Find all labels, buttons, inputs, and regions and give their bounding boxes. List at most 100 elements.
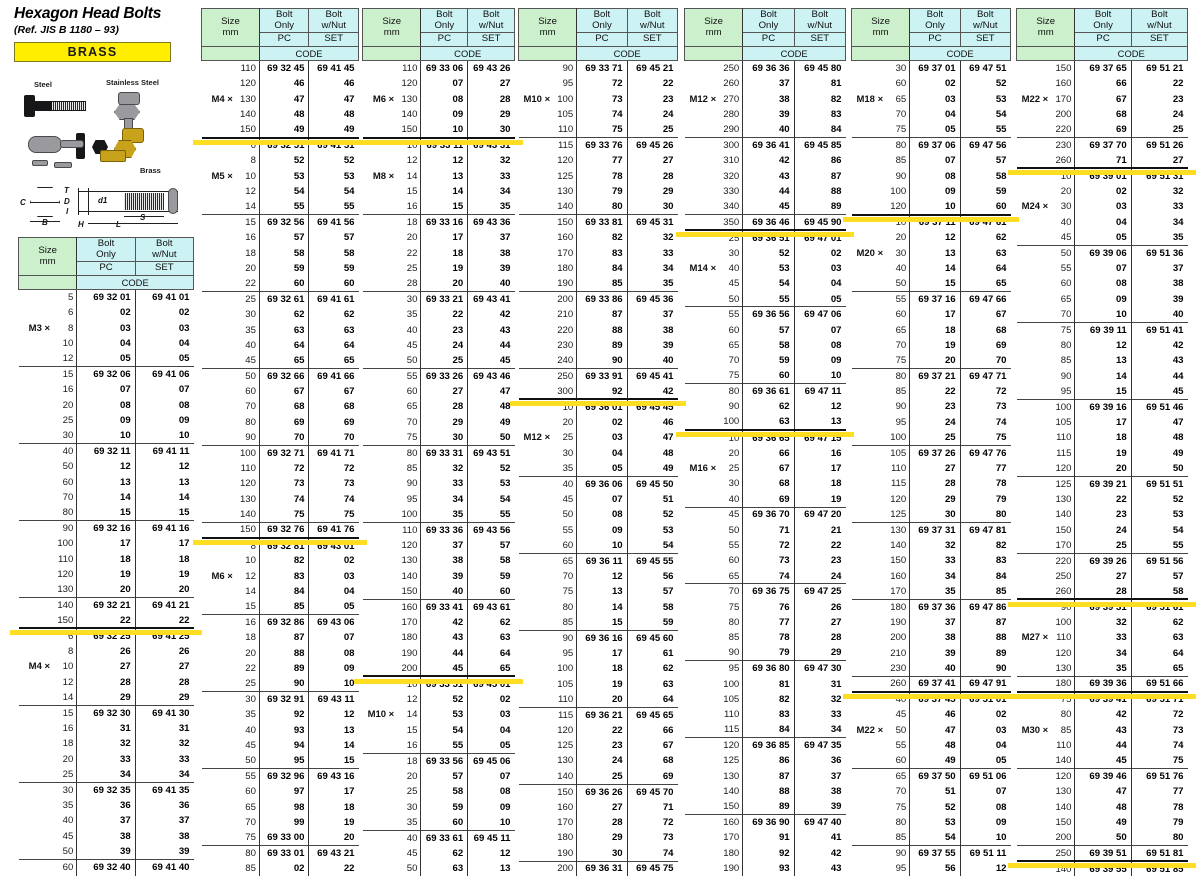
length-value: 30 (234, 691, 260, 708)
table-row: 70 99 19 (202, 814, 359, 831)
code-bolt-with-nut: 49 (662, 462, 674, 474)
length-value: 45 (396, 337, 422, 354)
code-bolt-with-nut: 69 41 30 (135, 704, 194, 721)
table-row: 15 14 34 (363, 183, 515, 200)
code-bolt-only: 27 (420, 383, 469, 400)
code-bolt-with-nut: 69 45 21 (636, 63, 674, 75)
code-bolt-only: 19 (1074, 445, 1132, 461)
table-row: 100 81 31 (685, 676, 846, 692)
code-bolt-with-nut: 69 45 36 (627, 291, 678, 307)
table-row: 220 69 25 (1017, 122, 1188, 138)
thread-size-label (19, 674, 53, 689)
code-bolt-with-nut: 17 (343, 786, 355, 798)
code-bolt-with-nut: 04 (830, 278, 842, 290)
length-value: 240 (552, 353, 578, 369)
table-row: 140 25 69 (519, 768, 678, 785)
code-bolt-only: 68 (259, 399, 310, 415)
length-value: 75 (718, 368, 744, 384)
thread-size-label (18, 627, 53, 644)
thread-size-label (685, 107, 719, 122)
thread-size-label (851, 521, 886, 538)
thread-size-label: M6 × (211, 570, 233, 582)
length-value: 25 (234, 676, 260, 692)
table-header-code-row: CODE (1015, 46, 1188, 62)
table-row: 25 09 09 (19, 412, 194, 429)
length-value: 50 (1050, 244, 1076, 261)
code-bolt-only: 04 (76, 335, 136, 352)
code-bolt-only: 29 (76, 689, 136, 706)
code-bolt-only: 69 37 41 (909, 675, 961, 693)
table-row: 45 94 14 (202, 737, 359, 754)
length-value: 95 (885, 861, 911, 876)
code-bolt-with-nut: 03 (995, 724, 1007, 736)
thread-size-label (519, 76, 553, 91)
table-row: 125 78 28 (519, 168, 678, 184)
length-value: 90 (885, 845, 911, 862)
code-bolt-only: 49 (1074, 814, 1132, 831)
code-bolt-with-nut: 12 (343, 709, 355, 721)
code-bolt-with-nut: 73 (995, 401, 1007, 413)
thread-size-label (18, 781, 53, 798)
code-bolt-only: 09 (1074, 291, 1132, 307)
table-row: 30 52 02 (685, 245, 846, 261)
thread-size-label (202, 384, 235, 399)
code-bolt-only: 52 (420, 691, 469, 708)
table-row: M30 × 85 43 73 (1017, 722, 1188, 738)
code-bolt-with-nut: 69 47 66 (960, 291, 1011, 307)
table-row: M6 × 12 83 03 (202, 568, 359, 584)
length-value: 10 (396, 675, 422, 692)
length-value: 200 (885, 630, 911, 646)
table-row: 704141 (19, 874, 194, 876)
thread-size-label (852, 461, 886, 476)
thread-size-label (684, 137, 719, 154)
code-bolt-only: 39 (420, 568, 469, 584)
code-bolt-with-nut: 69 41 56 (308, 214, 359, 230)
table-row: 25 69 36 51 69 47 01 (684, 229, 846, 246)
thread-size-label (684, 737, 719, 754)
table-row: 20 02 46 (519, 414, 678, 431)
header-size-unit: mm (872, 26, 889, 38)
thread-size-label (201, 691, 235, 708)
header-unit-set: SET (1130, 32, 1189, 48)
code-bolt-only: 13 (576, 583, 628, 600)
code-bolt-only: 74 (742, 568, 795, 584)
thread-size-label (685, 476, 719, 491)
code-bolt-with-nut: 63 (499, 632, 511, 644)
thread-size-label (19, 305, 53, 320)
thread-size-label (1017, 415, 1051, 430)
thread-size-label (1017, 522, 1051, 537)
code-bolt-only: 69 32 16 (76, 520, 136, 536)
table-row: 70 14 14 (19, 489, 194, 506)
code-bolt-only: 78 (576, 168, 628, 184)
thread-size-label (1017, 784, 1051, 799)
length-value: 22 (234, 276, 260, 292)
length-value: 170 (718, 830, 744, 846)
code-bolt-with-nut: 69 41 76 (308, 521, 359, 539)
code-bolt-only: 69 39 16 (1074, 398, 1132, 415)
length-value: 140 (234, 106, 260, 123)
code-bolt-with-nut: 54 (1172, 524, 1184, 536)
thread-size-label (363, 815, 397, 830)
thread-size-label (685, 846, 719, 861)
table-row: 120 73 73 (202, 476, 359, 492)
code-bolt-only: 13 (76, 474, 136, 490)
thread-size-label (852, 738, 886, 753)
header-size-unit: mm (222, 26, 239, 38)
thread-size-label (19, 567, 53, 582)
code-bolt-only: 44 (742, 183, 795, 200)
code-bolt-only: 69 37 21 (909, 368, 961, 384)
code-bolt-with-nut: 69 43 41 (467, 291, 515, 307)
table-row: M16 × 25 67 17 (685, 460, 846, 477)
table-row: 30 69 37 01 69 47 51 (852, 60, 1011, 77)
thread-size-label (684, 214, 719, 232)
table-row: 8 69 32 81 69 43 01 (201, 537, 359, 554)
thread-size-label (685, 353, 719, 368)
length-value: 75 (234, 830, 260, 846)
table-row: 140 48 78 (1017, 799, 1188, 815)
code-bolt-only: 04 (576, 445, 628, 461)
length-value: 50 (885, 276, 911, 292)
thread-size-label (201, 137, 235, 154)
table-row: 30 68 18 (685, 476, 846, 492)
thread-size-label (852, 430, 886, 445)
code-bolt-with-nut: 51 (662, 493, 674, 505)
